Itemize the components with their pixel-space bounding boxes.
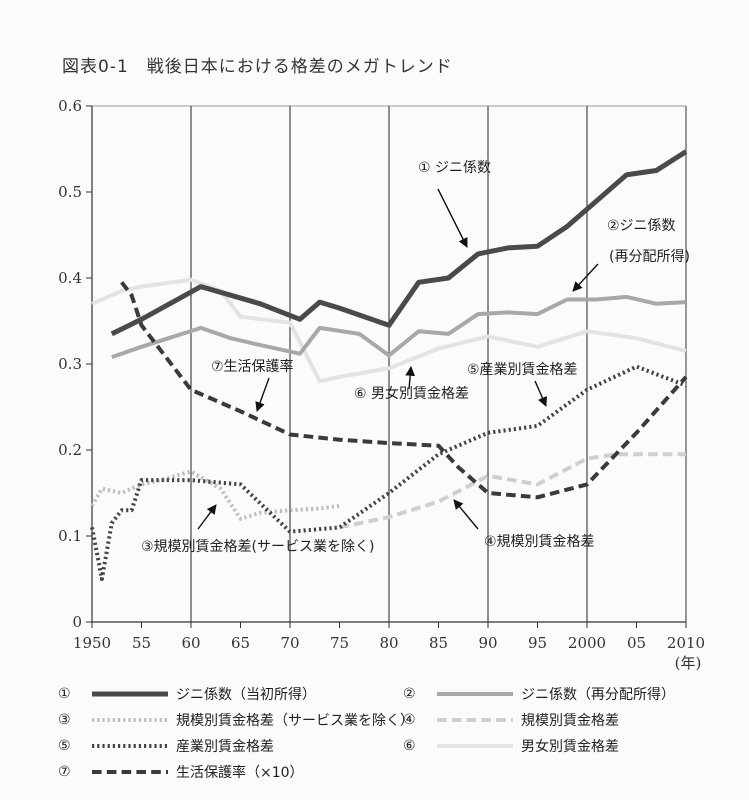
annotation-a1: ① ジニ係数 [418,160,491,176]
legend-number: ⑤ [58,738,71,754]
legend-number: ⑥ [403,738,416,754]
annotation-arrow [255,377,270,412]
legend-label: 生活保護率（×10） [176,765,304,781]
chart: 0 0.1 0.2 0.3 0.4 0.5 0.6 1950 55 60 65 70 75 80 85 90 9… [58,97,705,672]
annotation-a2b: (再分配所得) [609,248,690,265]
annotation-arrow [534,380,547,407]
x-tick-label: 2010 [667,634,705,652]
y-tick-label: 0 [72,613,82,631]
legend-label: ジニ係数（再分配所得） [521,687,675,703]
legend-item-s4: ④ 規模別賃金格差 [403,710,619,730]
legend-number: ③ [58,712,71,728]
y-tick-label: 0.5 [58,183,82,201]
x-tick-label: 95 [528,634,547,652]
tick-labels: 0 0.1 0.2 0.3 0.4 0.5 0.6 1950 55 60 65 70 75 80 85 90 9… [58,97,705,672]
legend-swatch [435,687,517,701]
legend-item-s7: ⑦ 生活保護率（×10） [58,762,304,782]
series-line-s1 [110,149,688,337]
legend-swatch [90,765,172,779]
legend-item-s3: ③ 規模別賃金格差（サービス業を除く） [58,710,414,730]
annotation-a2a: ②ジニ係数 [607,218,676,234]
legend-label: 産業別賃金格差 [176,739,274,755]
series-line-s6 [91,277,687,384]
legend-number: ⑦ [58,764,71,780]
legend-item-s2: ② ジニ係数（再分配所得） [403,684,675,704]
x-tick-label: 85 [429,634,448,652]
y-tick-label: 0.2 [58,441,82,459]
legend-label: ジニ係数（当初所得） [176,687,316,703]
y-tick-label: 0.1 [58,527,82,545]
x-unit-label: (年) [675,654,702,672]
x-tick-label: 80 [379,634,398,652]
annotation-arrow [437,188,468,248]
x-tick-label: 55 [132,634,151,652]
legend-swatch [90,687,172,701]
legend-number: ② [403,686,416,702]
legend-item-s1: ① ジニ係数（当初所得） [58,684,316,704]
legend-number: ④ [403,712,416,728]
x-tick-label: 05 [627,634,646,652]
y-tick-label: 0.4 [58,269,82,287]
annotation-arrow [197,504,217,530]
legend-label: 男女別賃金格差 [521,739,619,755]
series-line-s4 [339,452,686,530]
legend-number: ① [58,686,71,702]
series-line-s7 [120,281,688,500]
legend-swatch [90,713,172,727]
legend-swatch [435,713,517,727]
x-tick-label: 90 [478,634,497,652]
x-tick-label: 75 [330,634,349,652]
series-line-s3 [90,469,340,521]
annotation-arrow [405,366,416,390]
annotation-arrow [453,499,479,530]
annotation-a3: ③規模別賃金格差(サービス業を除く) [141,539,374,555]
x-tick-label: 65 [231,634,250,652]
legend-label: 規模別賃金格差 [521,713,619,729]
annotations: ① ジニ係数 ②ジニ係数 (再分配所得) ⑦生活保護率 ⑥ 男女別賃金格差 ⑤産業別賃金格… [141,160,690,555]
annotation-a6: ⑥ 男女別賃金格差 [354,385,469,402]
chart-title: 図表0-1 戦後日本における格差のメガトレンド [62,57,453,77]
series-lines [90,149,688,581]
annotation-a7: ⑦生活保護率 [211,358,294,375]
legend-swatch [435,739,517,753]
x-tick-label: 1950 [73,634,111,652]
legend-label: 規模別賃金格差（サービス業を除く） [176,713,414,729]
annotation-a4: ④規模別賃金格差 [484,534,595,550]
legend-item-s5: ⑤ 産業別賃金格差 [58,736,274,756]
x-tick-label: 2000 [568,634,606,652]
series-line-s5 [90,364,687,581]
x-tick-label: 70 [280,634,299,652]
series-line-s2 [111,294,687,359]
y-tick-label: 0.3 [58,355,82,373]
y-tick-label: 0.6 [58,97,82,115]
annotation-arrows [197,188,599,530]
annotation-a5: ⑤産業別賃金格差 [467,362,578,378]
legend-swatch [90,739,172,753]
annotation-arrow [572,263,599,292]
legend-item-s6: ⑥ 男女別賃金格差 [403,736,619,756]
x-tick-label: 60 [181,634,200,652]
